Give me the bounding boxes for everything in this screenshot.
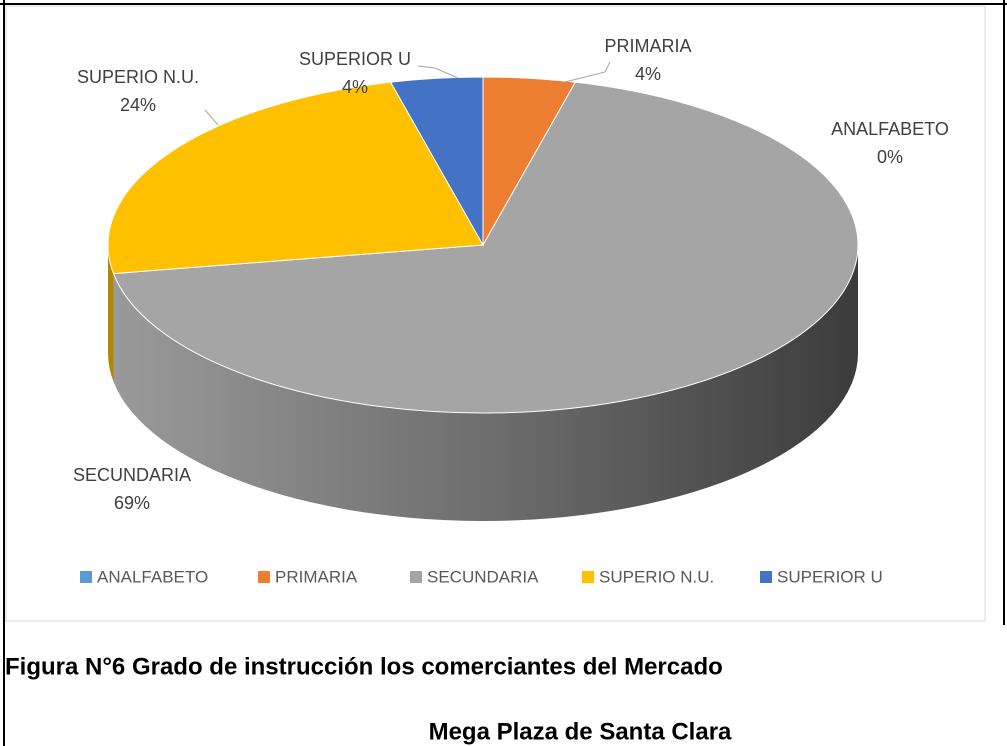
data-labels: ANALFABETO 0% PRIMARIA 4% SECUNDARIA 69% SUPER… xyxy=(73,36,949,513)
pie-side xyxy=(108,245,114,382)
data-label-name: ANALFABETO xyxy=(831,119,949,139)
caption-line: Figura N°6 Grado de instrucción los come… xyxy=(5,653,723,680)
pie-side xyxy=(113,245,858,521)
data-label-value: 69% xyxy=(114,493,150,513)
leader-line xyxy=(564,61,611,83)
legend-swatch xyxy=(80,571,92,583)
caption-line: Mega Plaza de Santa Clara xyxy=(429,718,732,745)
legend-swatch xyxy=(582,571,594,583)
pie-slice xyxy=(107,81,484,275)
leader-line xyxy=(417,65,459,79)
data-label-value: 4% xyxy=(342,77,368,97)
pie-slice xyxy=(112,81,859,414)
pie-slice xyxy=(389,76,484,247)
pie xyxy=(107,76,859,521)
legend: ANALFABETO PRIMARIA SECUNDARIA SUPERIO N.U.… xyxy=(80,567,883,586)
data-label-name: PRIMARIA xyxy=(604,36,691,56)
legend-swatch xyxy=(760,571,772,583)
leader-line xyxy=(204,109,219,126)
legend-label: SUPERIOR U xyxy=(777,567,883,586)
legend-swatch xyxy=(410,571,422,583)
data-label-name: SECUNDARIA xyxy=(73,465,191,485)
data-label-value: 24% xyxy=(120,95,156,115)
legend-label: SECUNDARIA xyxy=(427,567,539,586)
data-label-name: SUPERIO N.U. xyxy=(77,67,199,87)
legend-swatch xyxy=(258,571,270,583)
data-label-value: 4% xyxy=(635,64,661,84)
legend-label: SUPERIO N.U. xyxy=(599,567,714,586)
data-label-value: 0% xyxy=(877,147,903,167)
legend-label: ANALFABETO xyxy=(97,567,208,586)
data-label-name: SUPERIOR U xyxy=(299,49,411,69)
legend-label: PRIMARIA xyxy=(275,567,358,586)
